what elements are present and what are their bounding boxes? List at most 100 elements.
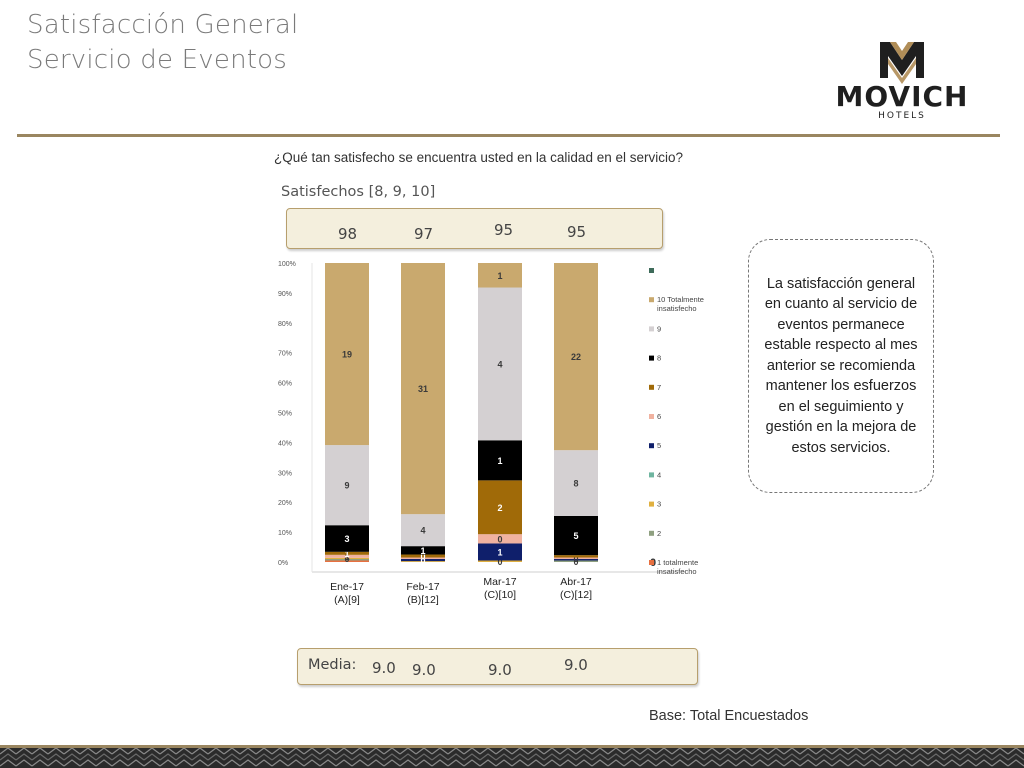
media-value: 9.0 (412, 661, 436, 679)
data-label: 0 (573, 557, 578, 567)
data-label: 4 (420, 526, 425, 536)
legend-swatch (649, 414, 654, 419)
bar-segment (401, 554, 445, 558)
legend-swatch (649, 560, 654, 565)
legend-label: 2 (657, 529, 661, 538)
movich-logo: MOVICH HOTELS (836, 42, 967, 121)
y-tick-label: 90% (278, 291, 292, 298)
legend-swatch (649, 443, 654, 449)
y-tick-label: 30% (278, 470, 292, 477)
data-label: 1 (344, 552, 349, 562)
category-label: Abr-17 (560, 576, 592, 588)
bar-segment (478, 263, 522, 288)
bar-segment (401, 559, 445, 562)
category-label: (A)[9] (334, 594, 360, 606)
bar-segment (478, 543, 522, 561)
bar-segment (478, 534, 522, 544)
data-label: 1 (497, 271, 502, 281)
data-label: 0 (497, 534, 502, 544)
category-label: Ene-17 (330, 581, 364, 593)
bar-segment (554, 263, 598, 451)
data-label: 19 (342, 350, 352, 360)
satisfied-value: 95 (567, 223, 587, 241)
legend-swatch (649, 530, 654, 536)
legend-label: 4 (657, 470, 661, 479)
legend-swatch (649, 297, 654, 303)
survey-question: ¿Qué tan satisfecho se encuentra usted e… (274, 150, 683, 165)
y-tick-label: 0% (278, 560, 288, 567)
data-label: 1 (344, 549, 349, 559)
legend-swatch (649, 472, 654, 478)
data-label: 1 (497, 456, 502, 466)
y-tick-label: 40% (278, 440, 292, 447)
bar-segment (325, 559, 369, 561)
stacked-bar-chart: 0%10%20%30%40%50%60%70%80%90%100%0113919… (278, 261, 704, 606)
satisfied-label: Satisfechos [8, 9, 10] (281, 184, 436, 200)
bar-segment (401, 514, 445, 547)
data-label: 0 (497, 557, 502, 567)
media-label: Media: (308, 657, 357, 673)
logo-sub: HOTELS (878, 111, 926, 121)
comment-text: La satisfacción general en cuanto al ser… (764, 275, 918, 456)
bar-segment (478, 287, 522, 441)
satisfied-value: 98 (338, 225, 358, 243)
data-label: 0 (420, 552, 425, 562)
legend-label: 1 totalmente (657, 558, 698, 567)
bar-segment (401, 546, 445, 555)
legend-swatch (649, 268, 654, 273)
legend-label: 6 (657, 412, 661, 421)
data-label: 22 (571, 352, 581, 362)
y-tick-label: 100% (278, 261, 296, 268)
data-label: 8 (573, 479, 578, 489)
category-label: Feb-17 (406, 581, 439, 593)
data-label: 4 (497, 359, 502, 369)
satisfied-value: 97 (414, 225, 434, 243)
satisfied-bar (286, 208, 663, 249)
legend-swatch (649, 384, 654, 390)
data-label: 3 (344, 534, 349, 544)
y-tick-label: 60% (278, 381, 292, 388)
bar-segment (401, 263, 445, 515)
data-label: 2 (497, 503, 502, 513)
bar-segment (401, 561, 445, 562)
legend-label: 10 Totalmente (657, 295, 704, 304)
media-value: 9.0 (564, 656, 588, 674)
bar-segment (478, 560, 522, 562)
bar-segment (325, 557, 369, 560)
legend-label: 5 (657, 441, 661, 450)
bar-segment (401, 557, 445, 560)
satisfied-value: 95 (494, 221, 514, 239)
data-label: 0 (344, 554, 349, 564)
y-tick-label: 10% (278, 530, 292, 537)
y-tick-label: 50% (278, 411, 292, 418)
bar-segment (478, 440, 522, 481)
data-label: 5 (573, 531, 578, 541)
data-label: 0 (420, 556, 425, 566)
bar-segment (325, 445, 369, 526)
legend-label: 9 (657, 324, 661, 333)
bar-segment (554, 450, 598, 516)
media-value: 9.0 (488, 661, 512, 679)
y-tick-label: 20% (278, 500, 292, 507)
legend-swatch (649, 355, 654, 361)
header-rule (17, 134, 1000, 137)
category-label: Mar-17 (483, 576, 516, 588)
category-label: (C)[12] (560, 589, 592, 601)
movich-m-logo-icon (880, 42, 924, 84)
bar-segment (325, 560, 369, 562)
bar-segment (554, 515, 598, 556)
page-title: Satisfacción General (27, 10, 299, 40)
legend-swatch (649, 326, 654, 332)
category-label: (C)[10] (484, 589, 516, 601)
footer-pattern (0, 745, 1024, 768)
bar-segment (325, 554, 369, 558)
legend-label: insatisfecho (657, 304, 697, 313)
comment-box: La satisfacción general en cuanto al ser… (748, 239, 934, 493)
bar-segment (554, 557, 598, 560)
legend-label: 8 (657, 354, 661, 363)
data-label: 0 (573, 554, 578, 564)
legend-swatch (649, 501, 654, 507)
page-subtitle: Servicio de Eventos (27, 45, 287, 75)
data-label: 9 (344, 481, 349, 491)
data-label: 1 (497, 547, 502, 557)
